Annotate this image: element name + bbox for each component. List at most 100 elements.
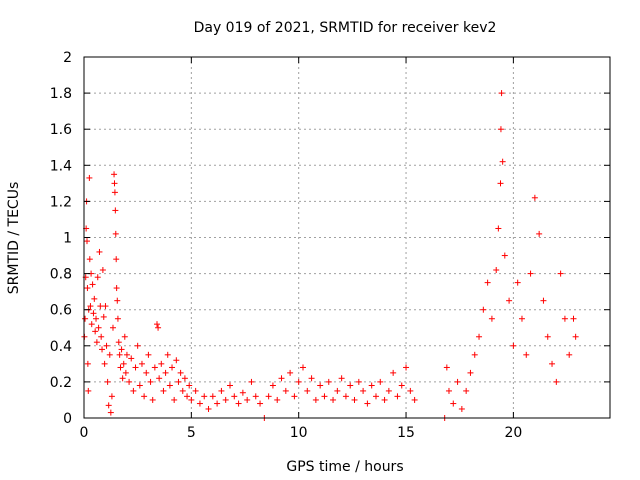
data-point — [181, 375, 188, 382]
data-point — [549, 360, 556, 367]
data-point — [222, 396, 229, 403]
data-point — [497, 180, 504, 187]
y-axis-label: SRMTID / TECUs — [6, 182, 22, 295]
data-point — [540, 297, 547, 304]
data-point — [147, 378, 154, 385]
data-point — [445, 387, 452, 394]
data-point — [113, 256, 120, 263]
data-point — [488, 315, 495, 322]
data-point — [171, 396, 178, 403]
data-point — [368, 382, 375, 389]
data-point — [454, 378, 461, 385]
data-point — [123, 351, 130, 358]
data-point — [156, 375, 163, 382]
data-point — [186, 382, 193, 389]
x-axis-label: GPS time / hours — [286, 459, 403, 475]
data-point — [201, 393, 208, 400]
y-tick-label: 0.4 — [50, 339, 72, 355]
data-point — [338, 375, 345, 382]
data-point — [91, 295, 98, 302]
data-point — [235, 400, 242, 407]
data-point — [321, 393, 328, 400]
data-point — [360, 387, 367, 394]
data-point — [126, 378, 133, 385]
data-point — [111, 171, 118, 178]
data-point — [84, 238, 91, 245]
data-point — [257, 400, 264, 407]
data-point — [134, 342, 141, 349]
data-point — [231, 393, 238, 400]
data-point — [188, 396, 195, 403]
data-point — [117, 364, 124, 371]
data-point — [119, 375, 126, 382]
data-point — [269, 382, 276, 389]
data-point — [93, 315, 100, 322]
x-tick-label: 5 — [187, 425, 196, 441]
data-point — [458, 405, 465, 412]
data-point — [84, 360, 91, 367]
data-point — [87, 303, 94, 310]
data-point — [287, 369, 294, 376]
data-point — [355, 378, 362, 385]
data-point — [149, 396, 156, 403]
data-point — [514, 279, 521, 286]
data-point — [498, 90, 505, 97]
data-point — [104, 378, 111, 385]
data-point — [102, 303, 109, 310]
data-point — [244, 396, 251, 403]
data-point — [98, 333, 105, 340]
data-point — [111, 180, 118, 187]
data-point — [169, 364, 176, 371]
data-point — [130, 387, 137, 394]
data-point — [265, 393, 272, 400]
data-point — [499, 158, 506, 165]
data-point — [372, 393, 379, 400]
data-point — [317, 382, 324, 389]
data-point — [94, 274, 101, 281]
x-tick-label: 0 — [80, 425, 89, 441]
data-point — [476, 333, 483, 340]
data-point — [95, 324, 102, 331]
data-point — [471, 351, 478, 358]
data-point — [501, 252, 508, 259]
chart-title: Day 019 of 2021, SRMTID for receiver kev… — [194, 20, 497, 36]
data-point — [86, 256, 93, 263]
data-point — [561, 315, 568, 322]
data-point — [86, 174, 93, 181]
data-point — [96, 248, 103, 255]
data-point — [88, 321, 95, 328]
data-point — [120, 360, 127, 367]
data-point — [295, 378, 302, 385]
y-tick-label: 0 — [63, 411, 72, 427]
data-point — [299, 364, 306, 371]
data-point — [113, 285, 120, 292]
data-point — [100, 313, 107, 320]
data-point — [138, 360, 145, 367]
data-point — [173, 357, 180, 364]
y-tick-label: 0.2 — [50, 375, 72, 391]
data-point — [557, 270, 564, 277]
data-point — [248, 378, 255, 385]
data-point — [111, 189, 118, 196]
data-point — [334, 387, 341, 394]
data-point — [536, 230, 543, 237]
data-point — [132, 364, 139, 371]
data-point — [162, 369, 169, 376]
data-point — [101, 360, 108, 367]
data-point — [108, 393, 115, 400]
axes: 0 5 10 15 20 0 0.2 0.4 0.6 0.8 1 1.2 1.4 1.6 1.8 2 — [50, 50, 611, 441]
data-point — [145, 351, 152, 358]
data-point — [381, 396, 388, 403]
data-point — [407, 387, 414, 394]
data-point — [570, 315, 577, 322]
data-point — [99, 346, 106, 353]
data-point — [164, 351, 171, 358]
data-point — [122, 369, 129, 376]
data-point — [121, 333, 128, 340]
data-point — [84, 285, 91, 292]
data-point — [218, 387, 225, 394]
data-point — [312, 396, 319, 403]
y-tick-label: 1 — [63, 231, 72, 247]
data-point — [214, 400, 221, 407]
data-point — [493, 266, 500, 273]
